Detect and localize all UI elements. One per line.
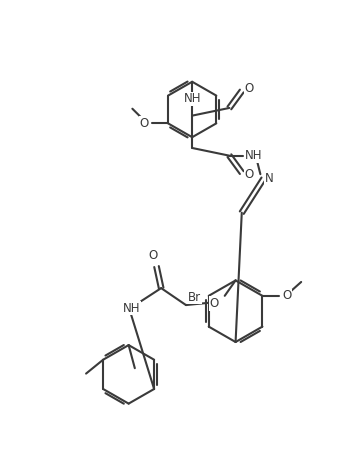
Text: O: O [244, 82, 253, 95]
Text: NH: NH [245, 149, 262, 162]
Text: O: O [282, 289, 292, 302]
Text: O: O [209, 297, 219, 310]
Text: NH: NH [123, 302, 141, 315]
Text: O: O [139, 117, 149, 130]
Text: O: O [244, 169, 253, 181]
Text: NH: NH [184, 92, 201, 105]
Text: Br: Br [188, 291, 201, 304]
Text: O: O [149, 249, 158, 262]
Text: N: N [265, 172, 274, 185]
